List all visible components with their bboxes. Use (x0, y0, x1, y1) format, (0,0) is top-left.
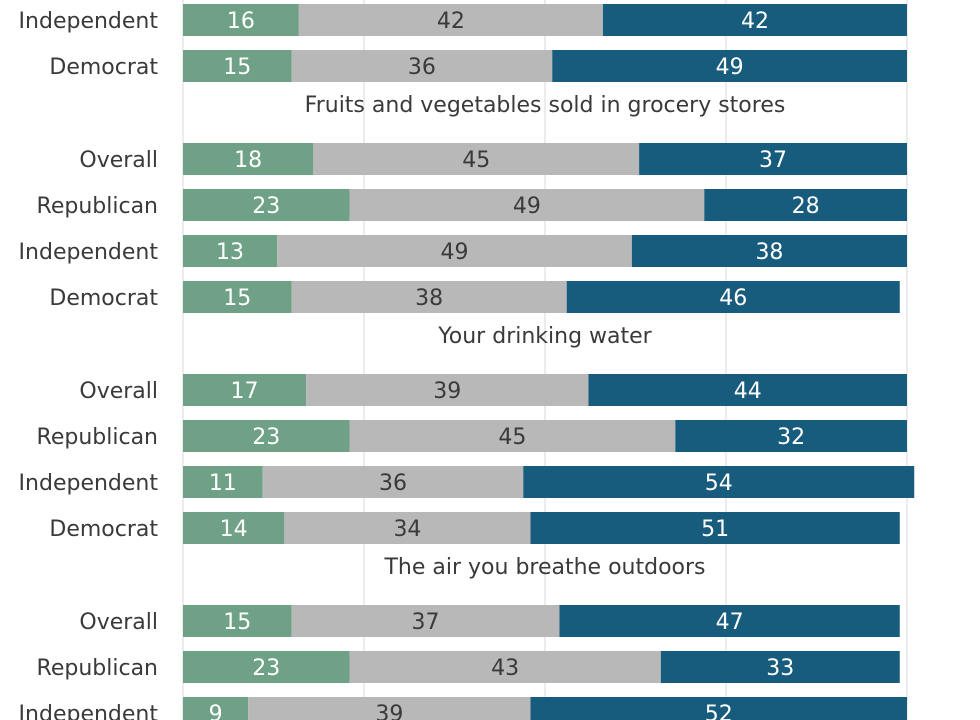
bar-value-label: 52 (705, 702, 733, 720)
group-title: Your drinking water (437, 324, 652, 349)
row-label: Democrat (49, 517, 158, 542)
bar-value-label: 28 (792, 194, 820, 219)
bar-segment (349, 189, 705, 221)
labels: Independent 16 42 42 Democrat 15 36 49 Fruits an… (19, 9, 820, 720)
bar-value-label: 54 (705, 471, 733, 496)
bar-segment (298, 4, 603, 36)
bar-segment (284, 512, 531, 544)
row-label: Democrat (49, 55, 158, 80)
bar-segment (183, 374, 307, 406)
bar-value-label: 46 (719, 286, 747, 311)
bar-value-label: 36 (379, 471, 407, 496)
bar-segment (639, 143, 907, 175)
bar-value-label: 15 (223, 286, 251, 311)
bar-segment (530, 697, 907, 720)
bar-segment (183, 466, 263, 498)
group-title: Fruits and vegetables sold in grocery st… (305, 93, 786, 118)
bar-segment (248, 697, 531, 720)
bar-value-label: 37 (759, 148, 787, 173)
bar-value-label: 13 (216, 240, 244, 265)
bar-segment (291, 281, 567, 313)
bar-segment (183, 281, 292, 313)
bar-segment (183, 512, 285, 544)
bar-value-label: 49 (513, 194, 541, 219)
bar-segment (313, 143, 640, 175)
row-label: Republican (37, 194, 158, 219)
bar-value-label: 38 (415, 286, 443, 311)
row-label: Independent (19, 471, 159, 496)
bar-segment (552, 50, 907, 82)
bar-value-label: 36 (408, 55, 436, 80)
bar-segment (183, 143, 314, 175)
bar-segment (704, 189, 907, 221)
bar-value-label: 49 (716, 55, 744, 80)
bar-segment (559, 605, 900, 637)
bar-segment (183, 605, 292, 637)
row-label: Republican (37, 656, 158, 681)
bars (183, 4, 915, 720)
row-label: Independent (19, 240, 159, 265)
bar-value-label: 32 (777, 425, 805, 450)
bar-value-label: 51 (701, 517, 729, 542)
bar-value-label: 23 (252, 425, 280, 450)
row-label: Independent (19, 9, 159, 34)
bar-value-label: 49 (441, 240, 469, 265)
bar-segment (349, 651, 661, 683)
row-label: Overall (79, 379, 158, 404)
bar-value-label: 42 (437, 9, 465, 34)
bar-value-label: 37 (412, 610, 440, 635)
bar-segment (291, 605, 560, 637)
row-label: Independent (19, 702, 159, 720)
bar-segment (183, 420, 350, 452)
bar-segment (183, 4, 299, 36)
bar-segment (262, 466, 524, 498)
bar-value-label: 16 (227, 9, 255, 34)
bar-segment (530, 512, 900, 544)
bar-segment (588, 374, 907, 406)
bar-segment (183, 50, 292, 82)
bar-segment (349, 420, 676, 452)
bar-value-label: 23 (252, 656, 280, 681)
bar-value-label: 14 (220, 517, 248, 542)
bar-value-label: 45 (498, 425, 526, 450)
bar-segment (183, 189, 350, 221)
bar-value-label: 33 (766, 656, 794, 681)
bar-value-label: 23 (252, 194, 280, 219)
bar-value-label: 39 (375, 702, 403, 720)
bar-value-label: 15 (223, 610, 251, 635)
bar-value-label: 43 (491, 656, 519, 681)
bar-value-label: 47 (716, 610, 744, 635)
bar-segment (660, 651, 900, 683)
row-label: Overall (79, 148, 158, 173)
bar-value-label: 18 (234, 148, 262, 173)
bar-value-label: 9 (209, 702, 223, 720)
bar-segment (183, 697, 249, 720)
bar-segment (277, 235, 632, 267)
bar-value-label: 44 (734, 379, 762, 404)
bar-value-label: 34 (393, 517, 421, 542)
bar-segment (183, 235, 278, 267)
row-label: Overall (79, 610, 158, 635)
bar-value-label: 39 (433, 379, 461, 404)
gridlines (182, 0, 908, 720)
bar-segment (631, 235, 907, 267)
bar-value-label: 45 (462, 148, 490, 173)
bar-segment (523, 466, 915, 498)
bar-value-label: 15 (223, 55, 251, 80)
bar-value-label: 42 (741, 9, 769, 34)
row-label: Republican (37, 425, 158, 450)
row-label: Democrat (49, 286, 158, 311)
bar-segment (306, 374, 589, 406)
bar-segment (291, 50, 553, 82)
bar-value-label: 38 (755, 240, 783, 265)
bar-segment (566, 281, 900, 313)
bar-segment (602, 4, 907, 36)
bar-value-label: 11 (209, 471, 237, 496)
bar-segment (675, 420, 907, 452)
bar-segment (183, 651, 350, 683)
bar-value-label: 17 (231, 379, 259, 404)
group-title: The air you breathe outdoors (383, 555, 705, 580)
